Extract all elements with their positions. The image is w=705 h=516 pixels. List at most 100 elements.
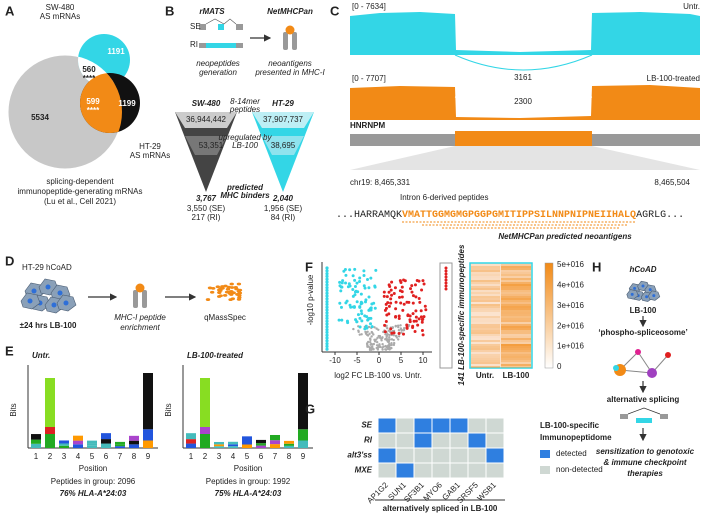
shape [270,440,280,445]
shape [421,317,425,321]
shape [350,12,700,55]
matrix-cell [485,447,505,464]
shape [325,347,329,351]
shape [411,312,415,316]
shape [358,276,362,280]
matrix-cell [467,432,487,449]
seq-core: VMATTGGMGMGPGGPGMITIPPSILNNPNIPNEIIHALQ [402,210,636,221]
shape [501,264,531,266]
label: 8,465,504 [654,178,690,187]
shape [367,325,371,329]
shape [471,286,500,288]
shape [115,446,125,448]
matrix-cell [395,432,415,449]
shape [391,326,394,329]
shape [285,25,295,35]
shape [390,338,394,341]
shape [218,24,224,30]
shape [390,342,393,345]
shape [501,308,531,310]
matrix-cell [449,462,469,479]
label: RI [364,436,373,445]
shape [399,301,403,305]
shape [421,333,425,337]
shape [236,282,242,286]
label: SW-480 [192,99,221,108]
shape [471,266,500,268]
shape [236,297,242,301]
shape [200,378,210,427]
shape [384,338,387,341]
label: generation [199,68,237,77]
shape [501,304,531,306]
shape [366,344,369,347]
label: 7 [118,452,123,461]
label: NetMHCPan predicted neoantigens [498,232,632,241]
shape [133,290,138,308]
shape [627,407,661,415]
shape [325,311,329,315]
shape [387,340,390,344]
shape [362,273,366,277]
shape [471,302,500,304]
label: 5e+016 [557,260,584,269]
shape [31,443,41,448]
label: 3 [62,452,67,461]
shape [501,272,531,274]
shape [200,427,210,434]
shape [362,284,366,288]
shape [409,287,413,291]
shape [340,318,344,322]
shape [73,435,83,441]
shape [501,314,531,316]
shape [368,332,371,336]
shape [386,347,390,351]
label: 8 [287,452,292,461]
shape [366,330,369,334]
label: chr19: 8,465,331 [350,178,411,187]
label: AP1G2 [365,480,390,505]
shape [218,294,223,298]
shape [501,306,531,308]
shape [325,339,329,343]
shape [471,342,500,344]
label: Untr. [32,351,50,360]
shape [420,288,424,292]
shape [325,283,329,287]
shape [388,284,392,288]
label: ±24 hrs LB-100 [20,321,77,330]
shape [325,286,329,290]
matrix-cell [431,417,451,434]
shape [325,294,329,298]
shape [365,315,369,319]
label: enrichment [120,323,160,332]
shape [214,444,224,447]
shape [397,332,401,336]
label: 1 [34,452,39,461]
shape [501,322,531,324]
shape [284,445,294,448]
shape [369,322,373,326]
shape [256,445,266,448]
label: 1e+016 [557,342,584,351]
shape [444,266,448,270]
shape [633,286,637,290]
shape [371,343,374,346]
shape [344,281,348,285]
shape [338,280,342,284]
shape [345,299,349,303]
shape [135,283,145,293]
shape [405,323,409,327]
shape [115,444,125,447]
matrix-cell [467,462,487,479]
shape [471,298,500,300]
label: qMassSpec [204,313,246,322]
shape [416,323,420,327]
shape [501,276,531,278]
shape [205,18,237,25]
label: rMATS [199,7,225,16]
shape [292,32,297,50]
shape [368,337,372,340]
shape [143,373,153,430]
shape [471,306,500,308]
